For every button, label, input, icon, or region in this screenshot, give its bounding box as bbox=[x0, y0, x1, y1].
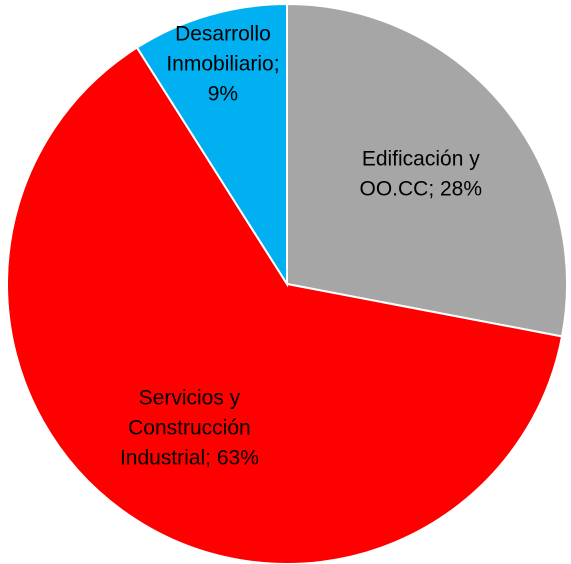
slice-label: Desarrollo Inmobiliario; 9% bbox=[166, 23, 279, 106]
slice-label: Edificación y OO.CC; 28% bbox=[359, 147, 482, 200]
slice-label: Servicios y Construcción Industrial; 63% bbox=[120, 387, 259, 470]
pie-slice bbox=[135, 2, 288, 288]
pie-slice bbox=[6, 46, 564, 564]
pie-slice bbox=[286, 2, 568, 338]
